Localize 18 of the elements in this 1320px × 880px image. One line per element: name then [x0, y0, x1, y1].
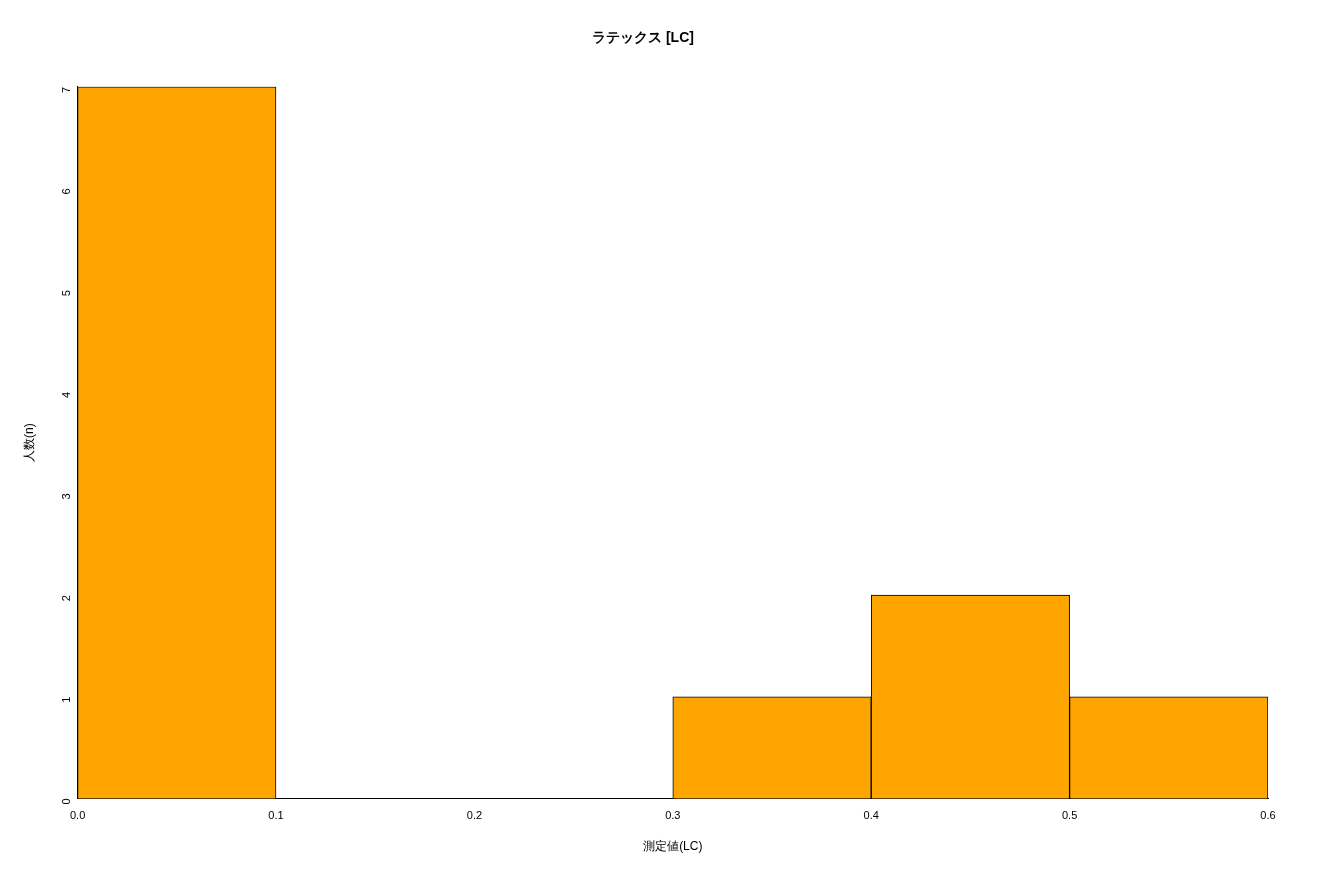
- y-tick-label: 3: [59, 493, 72, 500]
- x-tick-label: 0.5: [1061, 809, 1078, 822]
- x-tick-label: 0.2: [466, 809, 483, 822]
- x-tick-label: 0.1: [268, 809, 284, 822]
- y-tick-label: 5: [59, 290, 72, 297]
- y-tick-label: 7: [59, 86, 72, 93]
- y-tick-label: 6: [59, 188, 72, 195]
- y-tick-label: 1: [59, 696, 72, 703]
- x-axis-title: 測定値(LC): [643, 839, 703, 854]
- y-axis-title: 人数(n): [21, 423, 36, 462]
- y-tick-label: 4: [59, 391, 72, 398]
- y-tick-label: 0: [59, 798, 72, 805]
- x-tick-label: 0.3: [665, 809, 681, 822]
- x-tick-label: 0.4: [863, 809, 879, 822]
- x-tick-label: 0.6: [1260, 809, 1276, 822]
- x-tick-label: 0.0: [69, 809, 86, 822]
- y-tick-label: 2: [59, 595, 72, 602]
- chart-title: ラテックス [LC]: [592, 29, 694, 46]
